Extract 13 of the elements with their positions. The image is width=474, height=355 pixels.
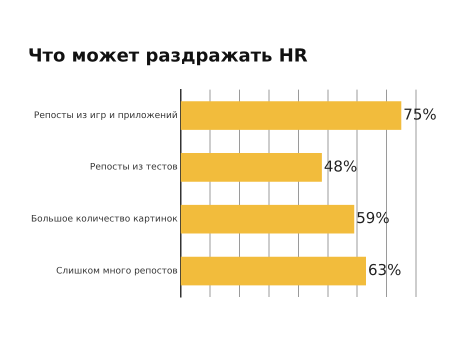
data-label: 75% [403,105,437,124]
bar [180,204,354,234]
bar [180,256,366,286]
data-label: 59% [356,209,390,228]
data-label: 63% [368,260,402,279]
bar [180,101,402,130]
y-tick-label: Репосты из игр и приложений [34,110,178,121]
y-tick-label: Слишком много репостов [56,266,178,276]
y-tick-label: Репосты из тестов [90,162,178,173]
chart-title: Что может раздражать HR [28,45,308,66]
bar [180,153,322,182]
data-label: 48% [324,157,358,176]
y-tick-label: Большое количество картинок [30,214,178,225]
